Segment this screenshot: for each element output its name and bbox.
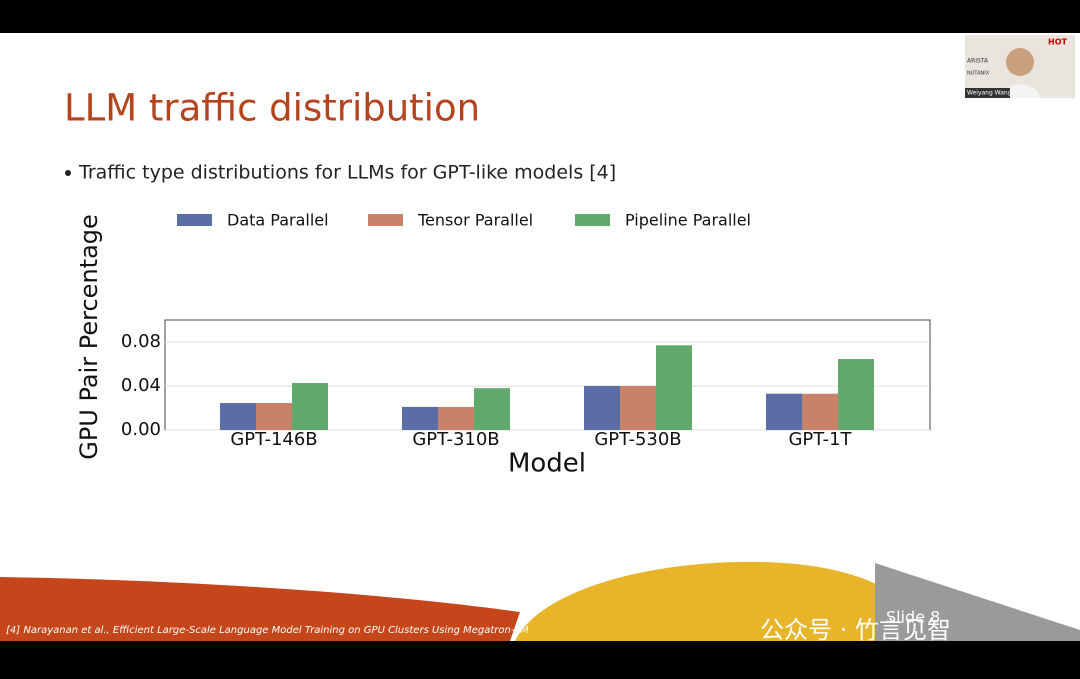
bar [292, 383, 328, 430]
x-tick-label: GPT-310B [412, 429, 499, 450]
slide-number: Slide 8 [886, 608, 940, 627]
y-tick-label: 0.08 [121, 331, 161, 352]
bar [802, 393, 838, 430]
x-axis-label: Model [508, 449, 586, 479]
bar [256, 403, 292, 430]
bar [474, 388, 510, 430]
legend-swatch [177, 214, 212, 226]
bullet-dot [65, 170, 71, 176]
y-tick-label: 0.00 [121, 419, 161, 440]
decor-yellow [515, 561, 900, 641]
sponsor-logo: HOT [1048, 38, 1067, 47]
bar [766, 393, 802, 430]
legend-label: Pipeline Parallel [625, 211, 751, 230]
sponsor-logo: NUTANIX [967, 71, 990, 77]
bar [838, 359, 874, 430]
sponsor-logo: ARISTA [967, 58, 989, 65]
bar [656, 345, 692, 430]
decor-gray [875, 563, 1080, 641]
bar [438, 406, 474, 430]
speaker-name: Weiyang Wang [967, 90, 1012, 97]
footnote: [4] Narayanan et al., Efficient Large-Sc… [6, 625, 529, 636]
bar [220, 403, 256, 430]
bar [620, 386, 656, 430]
legend-label: Tensor Parallel [417, 211, 533, 230]
bullet-text: Traffic type distributions for LLMs for … [78, 162, 616, 184]
decor-swoosh [0, 577, 520, 641]
legend-swatch [575, 214, 610, 226]
legend-label: Data Parallel [227, 211, 329, 230]
x-tick-label: GPT-530B [594, 429, 681, 450]
y-axis-label: GPU Pair Percentage [75, 214, 103, 460]
bar [402, 406, 438, 430]
name-tag [965, 88, 1010, 98]
x-tick-label: GPT-1T [788, 429, 852, 450]
x-tick-label: GPT-146B [230, 429, 317, 450]
speaker-face [1006, 48, 1034, 76]
watermark: 公众号 · 竹言见智 [760, 616, 951, 644]
slide-title: LLM traffic distribution [64, 87, 480, 130]
legend-swatch [368, 214, 403, 226]
slide [0, 33, 1080, 641]
bar [584, 386, 620, 430]
y-tick-label: 0.04 [121, 375, 161, 396]
